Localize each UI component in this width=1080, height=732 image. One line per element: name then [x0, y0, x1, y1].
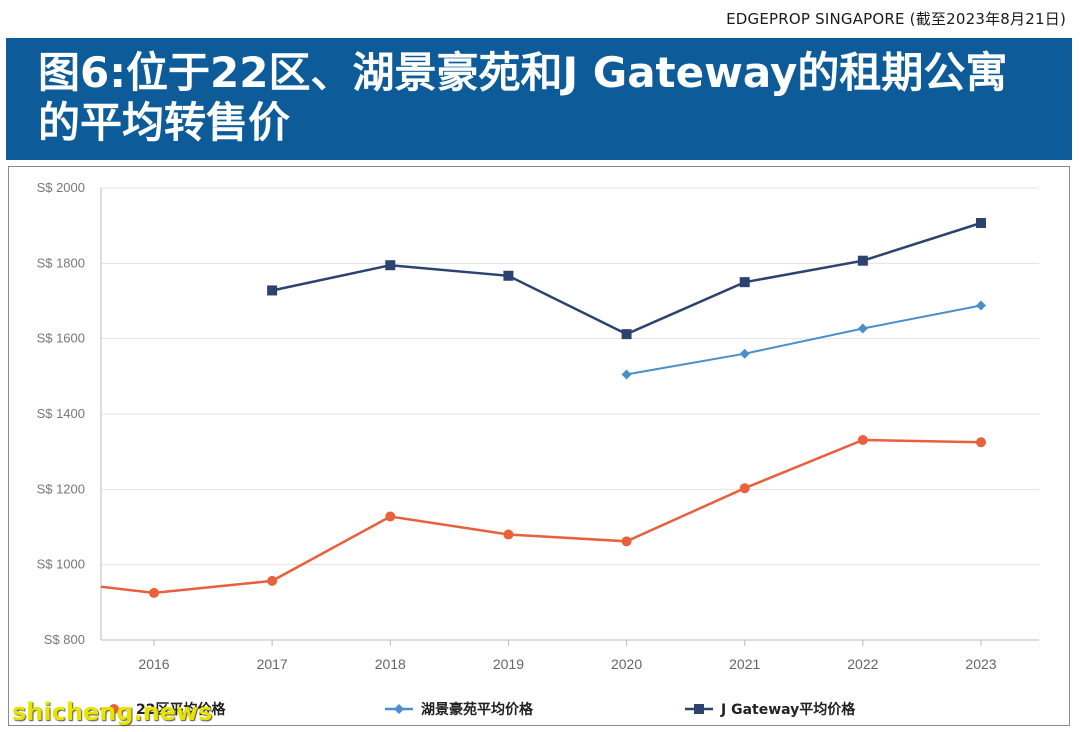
x-tick-label: 2020 [611, 656, 642, 672]
y-tick-label: S$ 1400 [37, 406, 85, 421]
watermark: shicheng.news [12, 698, 213, 726]
x-tick-label: 2022 [847, 656, 878, 672]
series-point [857, 323, 868, 334]
x-tick-label: 2016 [138, 656, 169, 672]
legend-swatch-marker [394, 704, 404, 714]
legend-label: J Gateway平均价格 [720, 701, 856, 718]
y-tick-label: S$ 1000 [37, 557, 85, 572]
chart-title: 图6:位于22区、湖景豪苑和J Gateway的租期公寓 的平均转售价 [38, 48, 1048, 148]
series-point [385, 260, 396, 271]
x-tick-label: 2021 [729, 656, 760, 672]
series-point [976, 437, 986, 448]
series-point [385, 511, 396, 522]
series-point [621, 329, 632, 340]
title-line-1: 图6:位于22区、湖景豪苑和J Gateway的租期公寓 [38, 48, 1008, 97]
x-tick-label: 2023 [965, 656, 996, 672]
chart-frame: S$ 800 S$ 1000 S$ 1200 S$ 1400 S$ 1600 S$ 180… [8, 166, 1070, 726]
series-point [739, 348, 750, 359]
series-point [503, 529, 514, 540]
line-chart: S$ 800 S$ 1000 S$ 1200 S$ 1400 S$ 1600 S$ 180… [37, 180, 1039, 718]
series-point [503, 270, 514, 281]
series-point [267, 285, 278, 296]
series-point [267, 575, 278, 586]
series-point [149, 587, 159, 598]
series-point [976, 300, 986, 311]
series-line [271, 221, 982, 336]
legend-label: 22区平均价格 [136, 701, 226, 718]
series-line [626, 304, 982, 376]
series-point [621, 536, 632, 547]
series-point [857, 434, 868, 445]
y-tick-label: S$ 1600 [37, 331, 85, 346]
series-point [739, 277, 750, 288]
y-tick-label: S$ 800 [44, 632, 85, 647]
x-tick-label: 2017 [257, 656, 288, 672]
y-tick-label: S$ 1200 [37, 481, 85, 496]
series-line [101, 438, 982, 595]
y-tick-label: S$ 2000 [37, 180, 85, 195]
title-banner: 图6:位于22区、湖景豪苑和J Gateway的租期公寓 的平均转售价 [6, 38, 1072, 160]
y-tick-label: S$ 1800 [37, 255, 85, 270]
x-tick-label: 2018 [375, 656, 406, 672]
legend-swatch-marker [109, 704, 119, 714]
x-tick-label: 2019 [493, 656, 524, 672]
legend-swatch-marker [694, 704, 704, 714]
source-label: EDGEPROP SINGAPORE (截至2023年8月21日) [726, 10, 1066, 28]
series-point [739, 483, 750, 494]
legend-label: 湖景豪苑平均价格 [421, 701, 534, 718]
series-point [857, 255, 868, 266]
series-point [621, 369, 632, 380]
series-point [976, 218, 986, 229]
title-line-2: 的平均转售价 [38, 98, 291, 147]
